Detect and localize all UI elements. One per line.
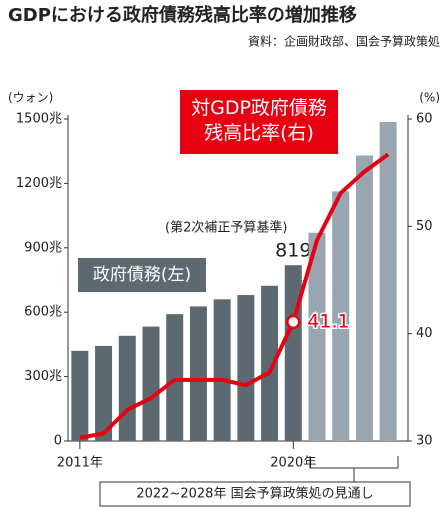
projection-box [99, 481, 411, 507]
bar [71, 350, 89, 441]
legend-line: 対GDP政府債務残高比率(右) [180, 90, 338, 154]
bar [284, 265, 302, 441]
chart-title: GDPにおける政府債務残高比率の増加推移 [8, 4, 357, 26]
y-tick-label: 1500兆 [16, 112, 62, 127]
line [79, 152, 390, 440]
y-tick-label: 1200兆 [16, 176, 62, 191]
x-tick-label: 2011年 [57, 456, 103, 471]
y-tick-label: 900兆 [24, 240, 62, 255]
y-tick-label: 0 [54, 434, 62, 449]
projection-bracket [309, 456, 399, 469]
bar [118, 335, 136, 441]
bar [332, 191, 350, 441]
line-value-label: 41.1 [307, 310, 349, 332]
bar [213, 299, 231, 441]
line-point [286, 314, 301, 330]
bar [189, 306, 207, 441]
y-tick-label: 600兆 [24, 305, 62, 320]
bar [355, 155, 373, 441]
bar [379, 122, 397, 441]
y2-tick-label: 50 [416, 219, 433, 234]
source: 資料：企画財政部、国会予算政策処 [248, 34, 440, 49]
bar [308, 232, 326, 441]
bar [166, 314, 184, 441]
y2-tick-label: 40 [416, 326, 433, 341]
y-unit: (ウォン) [8, 91, 53, 105]
y2-tick-label: 60 [416, 112, 433, 127]
projection-note: 2022~2028年 国会予算政策処の見通し [136, 486, 373, 502]
legend-bar: 政府債務(左) [78, 258, 206, 292]
bar [95, 345, 113, 441]
y2-unit: (%) [419, 91, 440, 105]
y-tick-label: 300兆 [24, 369, 62, 384]
bar [142, 326, 160, 441]
annotation: (第2次補正予算基準) [165, 220, 287, 236]
bar-value-label: 819 [275, 240, 311, 262]
y2-tick-label: 30 [416, 434, 433, 449]
bar [261, 285, 279, 441]
x-tick-label: 2020年 [270, 456, 316, 471]
bar [237, 295, 255, 441]
